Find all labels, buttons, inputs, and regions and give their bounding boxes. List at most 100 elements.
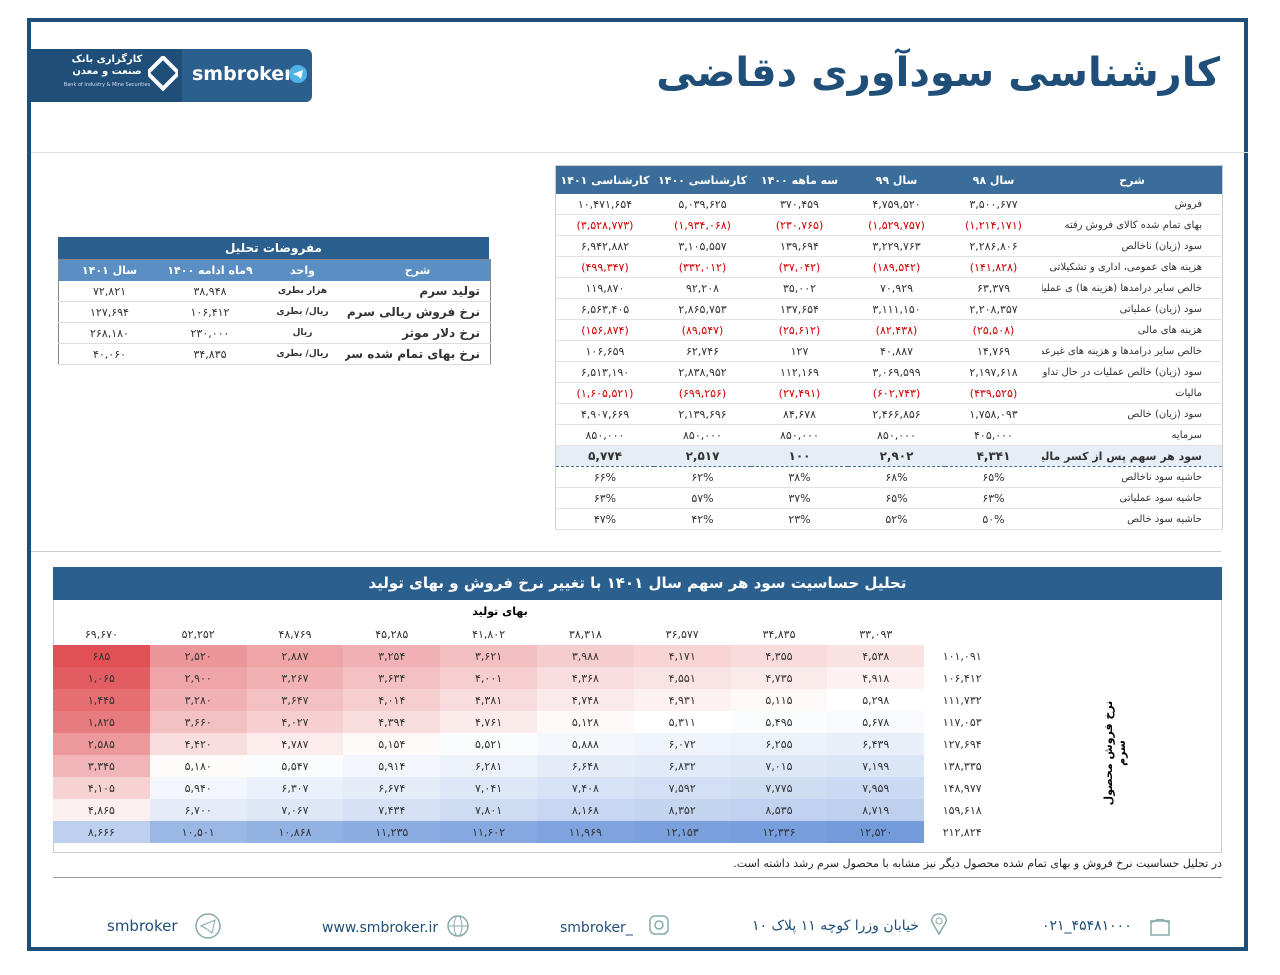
cell-value: ۱۰۶,۴۱۲ — [160, 301, 260, 323]
phone: ۰۲۱_۴۵۴۸۱۰۰۰ — [1042, 918, 1132, 934]
row-label: مالیات — [1042, 382, 1223, 404]
cell-value: هزار بطری — [260, 281, 345, 302]
column-header: ۳۳,۰۹۳ — [859, 627, 893, 641]
cell-value: ۴,۹۱۸ — [827, 667, 925, 689]
cell-value: ۵,۱۱۵ — [730, 689, 828, 711]
cell-value: (۸۹,۵۴۷) — [654, 319, 751, 341]
divider — [53, 877, 1222, 878]
cell-value: (۳,۵۲۸,۷۷۳) — [555, 214, 654, 236]
cell-value: ۶,۲۸۱ — [440, 755, 537, 777]
table-row: نرخ فروش ریالی سرم ریال/ بطری ۱۰۶,۴۱۲ ۱۲۷,۶… — [58, 301, 491, 323]
row-header: ۱۳۸,۳۳۵ — [942, 759, 982, 773]
cell-value: ۳,۰۶۹,۵۹۹ — [848, 361, 945, 383]
table-row: مالیات (۴۳۹,۵۲۵) (۶۰۲,۷۴۳) (۲۷,۴۹۱) (۶۹۹,۲۵۶… — [555, 382, 1223, 404]
cell-value: ۴,۳۴۱ — [945, 445, 1042, 467]
assumptions-table: شرح واحد ۹ماه ادامه ۱۴۰۰ سال ۱۴۰۱ تولید سرم ه… — [58, 259, 491, 365]
column-header: ۶۹,۶۷۰ — [84, 627, 118, 641]
column-header: ۴۸,۷۶۹ — [278, 627, 312, 641]
cell-value: ۸۵۰,۰۰۰ — [751, 424, 848, 446]
cell-value: ۴,۵۵۱ — [633, 667, 731, 689]
cell-value: ۶۳% — [945, 487, 1042, 509]
bank-icon — [148, 56, 178, 92]
bank-logo-bg — [30, 49, 182, 102]
cell-value: ۲,۵۸۵ — [53, 733, 150, 755]
telegram-footer-icon — [195, 913, 221, 939]
telegram-icon — [289, 65, 307, 83]
cell-value: ۴,۳۶۸ — [536, 667, 634, 689]
row-label: خالص سایر درامدها و هزینه های غیرعملیاتی — [1042, 340, 1223, 362]
row-header: ۱۱۷,۰۵۳ — [942, 715, 982, 729]
cell-value: ۲۳% — [751, 508, 848, 530]
cell-value: ۳۷% — [751, 487, 848, 509]
cell-value: ۵,۶۷۸ — [827, 711, 925, 733]
cell-value: ریال — [260, 322, 345, 344]
cell-value: ۹۲,۲۰۸ — [654, 277, 751, 299]
cell-value: ۶۲,۷۴۶ — [654, 340, 751, 362]
cell-value: (۲۵,۵۰۸) — [945, 319, 1042, 341]
note: در تحلیل حساسیت نرخ فروش و بهای تمام شده… — [733, 857, 1222, 870]
row-label: سود (زیان) خالص عملیات در حال تداوم — [1042, 361, 1223, 383]
column-header: ۴۵,۲۸۵ — [375, 627, 409, 641]
cell-value: ۱۰,۴۷۱,۶۵۴ — [555, 194, 654, 215]
row-header: ۱۵۹,۶۱۸ — [942, 803, 982, 817]
cell-value: ۱۴,۷۶۹ — [945, 340, 1042, 362]
phone-icon — [1150, 918, 1170, 936]
bank-name: کارگزاری بانک صنعت و معدن — [71, 54, 143, 77]
cell-value: ۴,۹۰۷,۶۶۹ — [555, 403, 654, 425]
website: www.smbroker.ir — [322, 920, 439, 936]
row-label: بهای تمام شده کالای فروش رفته — [1042, 214, 1223, 236]
row-label: تولید سرم — [345, 281, 491, 302]
cell-value: ۱۰,۵۰۱ — [149, 821, 247, 843]
cell-value: (۱۵۶,۸۷۴) — [555, 319, 654, 341]
cell-value: (۴۳۹,۵۲۵) — [945, 382, 1042, 404]
column-header: ۳۸,۳۱۸ — [568, 627, 602, 641]
table-row: ۱۱۱,۷۳۲ ۵,۲۹۸ ۵,۱۱۵ ۴,۹۳۱ ۴,۷۴۸ ۴,۳۸۱ ۴,۰۱۴ ۳,۶… — [53, 689, 1000, 711]
cell-value: ۸۵۰,۰۰۰ — [654, 424, 751, 446]
cell-value: ۷,۸۰۱ — [440, 799, 537, 821]
cell-value: ۲۶۸,۱۸۰ — [58, 322, 160, 344]
column-header: سال ۱۴۰۱ — [58, 259, 160, 281]
column-axis-label: بهای تولید — [472, 605, 528, 618]
cell-value: ۷,۴۳۴ — [343, 799, 441, 821]
cell-value: ۸,۷۱۹ — [827, 799, 925, 821]
column-header: ۹ماه ادامه ۱۴۰۰ — [160, 259, 260, 281]
cell-value: ۴۰,۰۶۰ — [58, 343, 160, 365]
page-title: کارشناسی سودآوری دقاضی — [656, 50, 1220, 96]
cell-value: ۴,۰۱۴ — [343, 689, 441, 711]
cell-value: ۶۸۵ — [53, 645, 150, 667]
cell-value: ۴,۱۰۵ — [53, 777, 150, 799]
cell-value: ۵,۸۸۸ — [536, 733, 634, 755]
cell-value: ۱۰۰ — [751, 445, 848, 467]
table-row: ۲۱۲,۸۲۴ ۱۲,۵۲۰ ۱۲,۳۳۶ ۱۲,۱۵۳ ۱۱,۹۶۹ ۱۱,۶۰۲ ۱۱,… — [53, 821, 1000, 843]
cell-value: ۵,۷۷۴ — [555, 445, 654, 467]
table-row: حاشیه سود ناخالص ۶۵% ۶۸% ۳۸% ۶۲% ۶۶% — [555, 466, 1223, 488]
row-label: فروش — [1042, 194, 1223, 215]
table-row: تولید سرم هزار بطری ۳۸,۹۴۸ ۷۲,۸۲۱ — [58, 281, 491, 302]
cell-value: ۵,۹۴۰ — [149, 777, 247, 799]
cell-value: ۶۸% — [848, 466, 945, 488]
cell-value: ۲۳۰,۰۰۰ — [160, 322, 260, 344]
cell-value: ۸۴,۶۷۸ — [751, 403, 848, 425]
address: خیابان وزرا کوچه ۱۱ پلاک ۱۰ — [752, 918, 919, 934]
cell-value: ریال/ بطری — [260, 343, 345, 365]
column-header: کارشناسی ۱۴۰۰ — [654, 165, 751, 194]
cell-value: ۶۵% — [848, 487, 945, 509]
cell-value: ۱,۰۶۵ — [53, 667, 150, 689]
cell-value: ۱,۸۲۵ — [53, 711, 150, 733]
table-row: فروش ۳,۵۰۰,۶۷۷ ۴,۷۵۹,۵۲۰ ۳۷۰,۴۵۹ ۵,۰۳۹,۶۲۵ ۱۰… — [555, 194, 1223, 215]
cell-value: ۴,۹۳۱ — [633, 689, 731, 711]
cell-value: ۴,۷۴۸ — [536, 689, 634, 711]
column-header: ۳۶,۵۷۷ — [665, 627, 699, 641]
column-header: سال ۹۸ — [945, 165, 1042, 194]
row-axis-label: نرخ فروش محصول سرم — [1102, 700, 1128, 806]
cell-value: ۶۶% — [555, 466, 654, 488]
cell-value: ۴,۳۸۱ — [440, 689, 537, 711]
row-label: حاشیه سود خالص — [1042, 508, 1223, 530]
divider — [31, 551, 1221, 552]
cell-value: ۳,۶۳۴ — [343, 667, 441, 689]
sensitivity-title: تحلیل حساسیت سود هر سهم سال ۱۴۰۱ با تغیی… — [53, 567, 1222, 600]
row-label: سود هر سهم پس از کسر مالیات — [1042, 445, 1223, 467]
table-row: ۱۱۷,۰۵۳ ۵,۶۷۸ ۵,۴۹۵ ۵,۳۱۱ ۵,۱۲۸ ۴,۷۶۱ ۴,۳۹۴ ۴,۰… — [53, 711, 1000, 733]
column-header: واحد — [260, 259, 345, 281]
row-header: ۱۲۷,۶۹۴ — [942, 737, 982, 751]
